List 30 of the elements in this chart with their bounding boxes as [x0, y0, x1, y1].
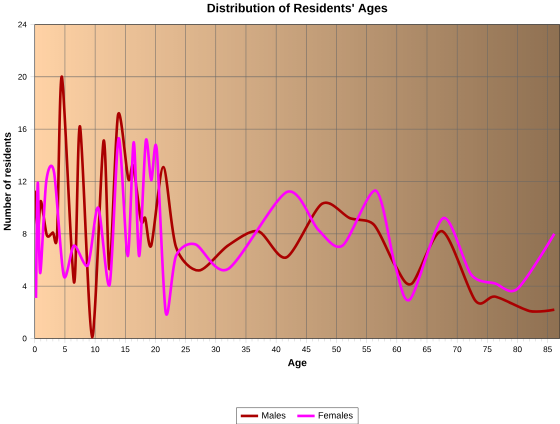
x-tick-label: 10 [91, 346, 100, 352]
chart-title: Distribution of Residents' Ages [208, 3, 388, 15]
x-tick-label: 65 [422, 346, 432, 352]
y-tick-label: 24 [18, 22, 27, 28]
y-tick-label: 16 [18, 126, 26, 132]
y-tick-label: 20 [18, 74, 27, 80]
y-axis-title: Number of residents [3, 132, 11, 230]
x-tick-label: 75 [483, 346, 492, 352]
x-tick-label: 55 [362, 346, 371, 352]
y-tick-label: 12 [18, 178, 26, 184]
x-axis-title: Age [288, 359, 307, 368]
y-tick-label: 8 [22, 230, 26, 237]
x-tick-label: 35 [242, 346, 250, 352]
y-tick-label: 4 [22, 283, 27, 289]
legend-label: Males [262, 412, 286, 418]
x-tick-label: 20 [151, 346, 160, 352]
y-tick-label: 0 [22, 336, 27, 342]
legend-label: Females [318, 412, 353, 418]
x-tick-label: 85 [544, 346, 552, 352]
x-tick-label: 30 [212, 346, 220, 352]
x-tick-label: 60 [392, 346, 402, 352]
x-tick-label: 40 [272, 346, 280, 352]
x-tick-label: 5 [63, 346, 67, 352]
x-tick-label: 50 [332, 346, 341, 352]
x-tick-label: 80 [513, 346, 522, 352]
x-tick-label: 70 [453, 346, 462, 352]
x-tick-label: 0 [32, 346, 37, 352]
x-tick-label: 15 [121, 346, 130, 352]
x-tick-label: 25 [182, 346, 190, 352]
x-tick-label: 45 [302, 346, 310, 352]
